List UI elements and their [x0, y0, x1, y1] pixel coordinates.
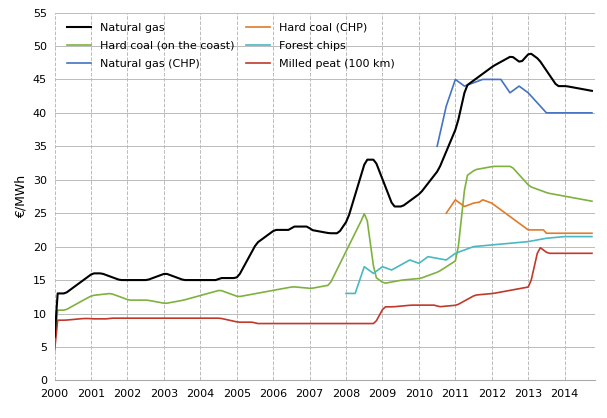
Milled peat (100 km) — [51, 348, 58, 353]
Hard coal (on the coast) — [491, 164, 498, 169]
Natural gas — [588, 88, 595, 93]
Milled peat (100 km) — [139, 316, 146, 321]
Natural gas — [315, 229, 322, 234]
Line: Forest chips: Forest chips — [346, 237, 592, 293]
Natural gas (CHP) — [555, 110, 562, 115]
Hard coal (on the coast) — [588, 199, 595, 204]
Natural gas (CHP) — [588, 110, 595, 115]
Hard coal (on the coast) — [51, 343, 58, 348]
Milled peat (100 km) — [239, 320, 246, 325]
Line: Natural gas (CHP): Natural gas (CHP) — [437, 79, 592, 146]
Legend: Natural gas, Hard coal (on the coast), Natural gas (CHP), Hard coal (CHP), Fores: Natural gas, Hard coal (on the coast), N… — [63, 18, 399, 73]
Milled peat (100 km) — [537, 245, 544, 250]
Hard coal (on the coast) — [139, 298, 146, 303]
Hard coal (on the coast) — [239, 293, 246, 298]
Hard coal (on the coast) — [558, 193, 565, 198]
Natural gas — [139, 278, 146, 283]
Natural gas (CHP) — [485, 77, 492, 82]
Milled peat (100 km) — [558, 251, 565, 256]
Hard coal (on the coast) — [415, 276, 422, 281]
Natural gas — [415, 192, 422, 197]
Milled peat (100 km) — [588, 251, 595, 256]
Natural gas — [527, 51, 535, 56]
Milled peat (100 km) — [315, 321, 322, 326]
Line: Hard coal (on the coast): Hard coal (on the coast) — [55, 166, 592, 345]
Hard coal (CHP) — [588, 231, 595, 236]
Hard coal (CHP) — [555, 231, 562, 236]
Hard coal (CHP) — [485, 199, 492, 204]
Y-axis label: €/MWh: €/MWh — [15, 175, 27, 218]
Line: Milled peat (100 km): Milled peat (100 km) — [55, 248, 592, 350]
Natural gas — [51, 334, 58, 339]
Hard coal (on the coast) — [315, 285, 322, 290]
Line: Hard coal (CHP): Hard coal (CHP) — [446, 200, 592, 233]
Milled peat (100 km) — [415, 303, 422, 308]
Natural gas — [485, 67, 492, 72]
Natural gas — [239, 266, 246, 271]
Line: Natural gas: Natural gas — [55, 54, 592, 337]
Hard coal (on the coast) — [485, 165, 492, 170]
Natural gas — [558, 84, 565, 89]
Forest chips — [588, 234, 595, 239]
Forest chips — [485, 243, 492, 248]
Forest chips — [415, 261, 422, 266]
Milled peat (100 km) — [485, 291, 492, 296]
Forest chips — [555, 234, 562, 240]
